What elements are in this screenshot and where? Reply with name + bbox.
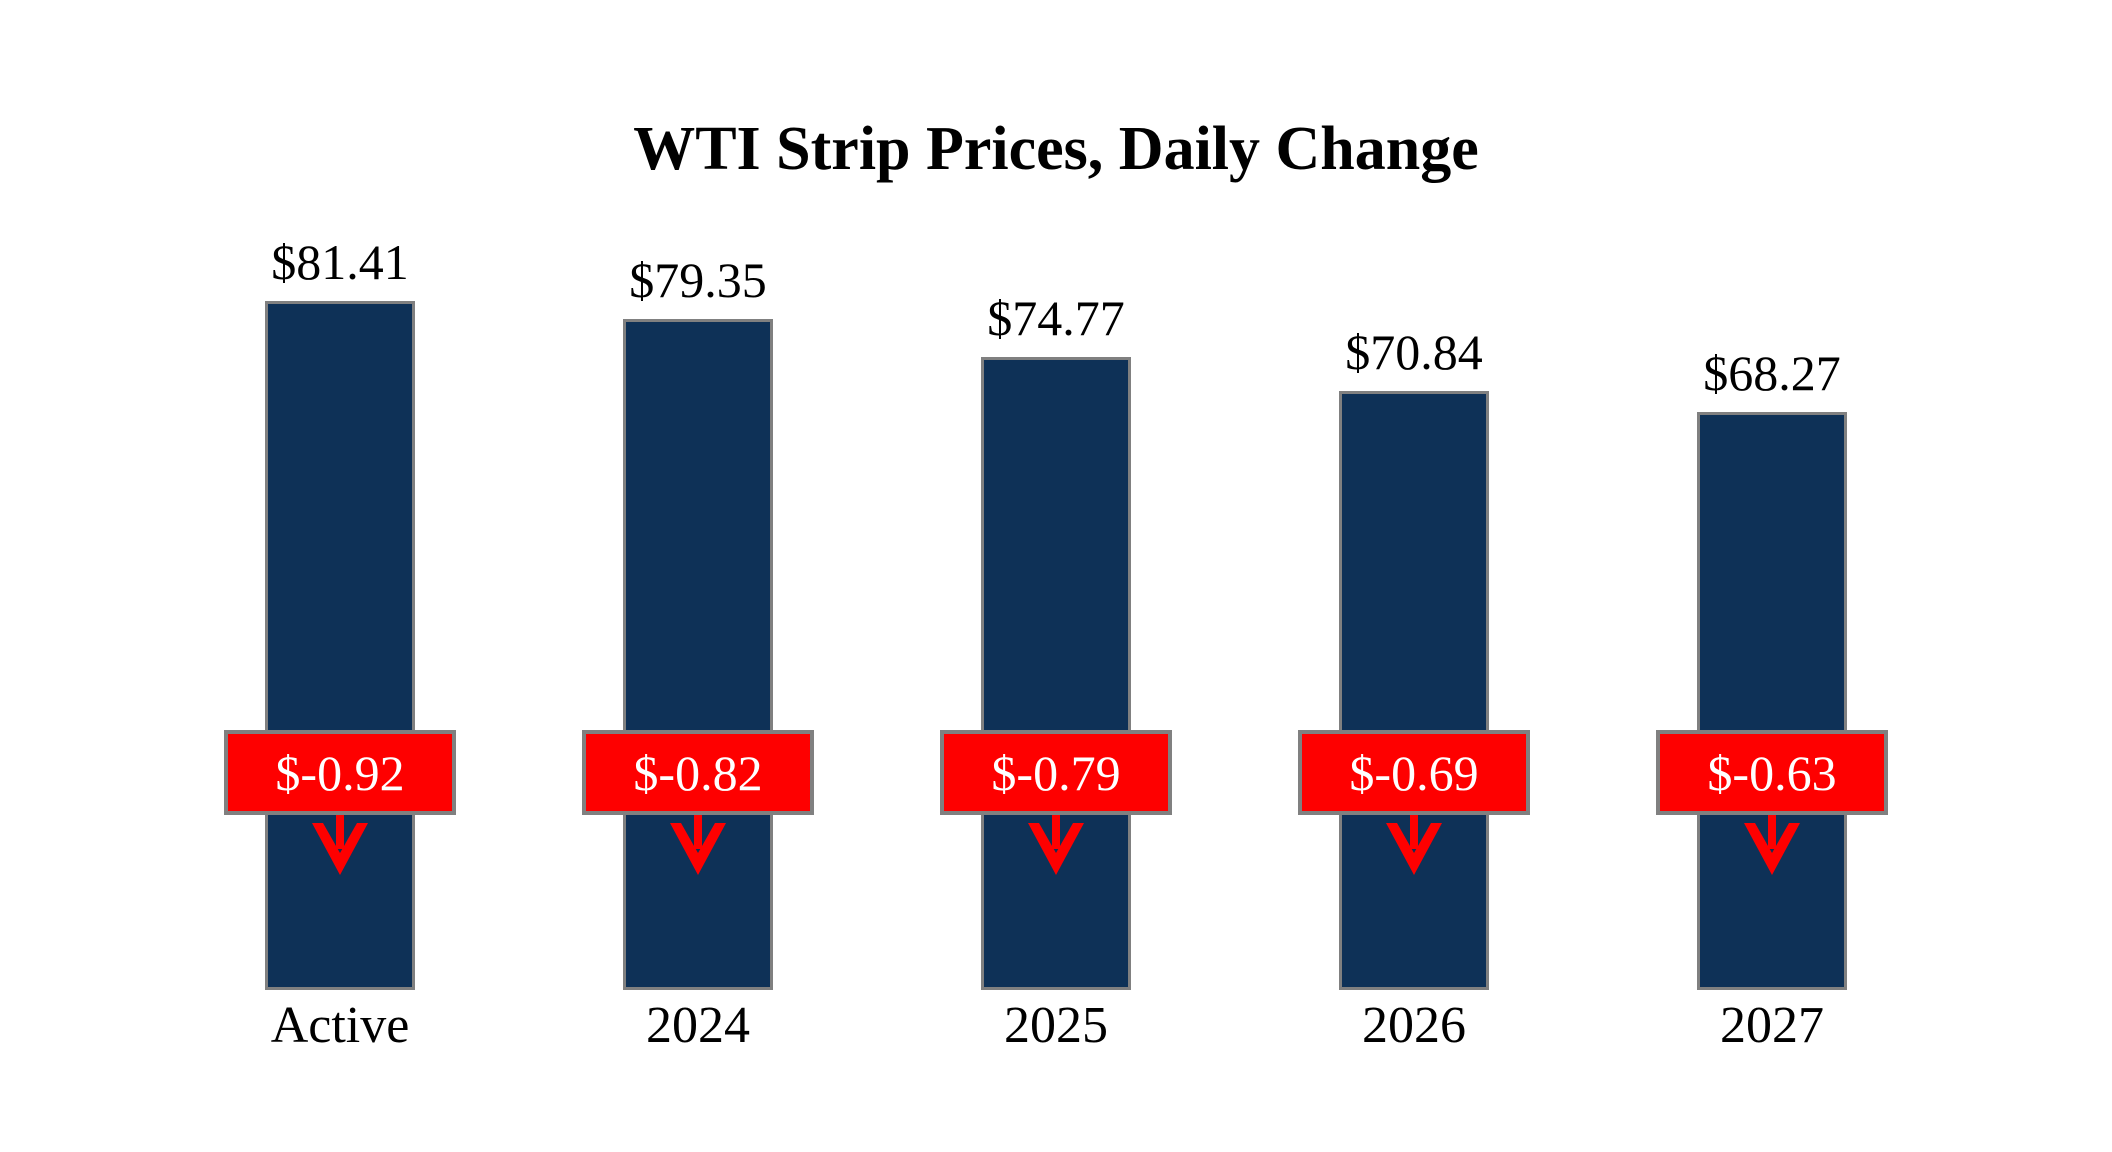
change-badge: $-0.69	[1298, 730, 1530, 815]
down-arrow-icon	[312, 815, 368, 875]
category-label: 2027	[1720, 997, 1824, 1054]
down-arrow-icon	[1028, 815, 1084, 875]
change-badge-label: $-0.82	[633, 744, 763, 801]
bar	[1697, 412, 1847, 990]
bar	[623, 319, 773, 990]
change-badge-label: $-0.92	[275, 744, 405, 801]
down-arrow-icon	[670, 815, 726, 875]
change-badge: $-0.79	[940, 730, 1172, 815]
bar-value-label: $68.27	[1703, 345, 1841, 401]
down-arrow-icon	[1744, 815, 1800, 875]
change-badge-label: $-0.69	[1349, 744, 1479, 801]
bar-group: $74.77 $-0.79 2025	[877, 0, 1235, 1152]
bar	[265, 301, 415, 990]
change-badge: $-0.82	[582, 730, 814, 815]
category-label: 2025	[1004, 997, 1108, 1054]
bar-value-label: $81.41	[271, 234, 409, 290]
bar-group: $81.41 $-0.92 Active	[161, 0, 519, 1152]
change-badge: $-0.92	[224, 730, 456, 815]
category-label: Active	[270, 997, 410, 1054]
change-badge-label: $-0.79	[991, 744, 1121, 801]
bar	[981, 357, 1131, 990]
bar	[1339, 391, 1489, 990]
category-label: 2024	[646, 997, 750, 1054]
category-label: 2026	[1362, 997, 1466, 1054]
bar-value-label: $79.35	[629, 252, 767, 308]
bar-group: $68.27 $-0.63 2027	[1593, 0, 1951, 1152]
bar-value-label: $70.84	[1345, 324, 1483, 380]
bar-group: $70.84 $-0.69 2026	[1235, 0, 1593, 1152]
chart-title: WTI Strip Prices, Daily Change	[633, 115, 1479, 183]
bar-group: $79.35 $-0.82 2024	[519, 0, 877, 1152]
change-badge-label: $-0.63	[1707, 744, 1837, 801]
change-badge: $-0.63	[1656, 730, 1888, 815]
bar-value-label: $74.77	[987, 290, 1125, 346]
down-arrow-icon	[1386, 815, 1442, 875]
